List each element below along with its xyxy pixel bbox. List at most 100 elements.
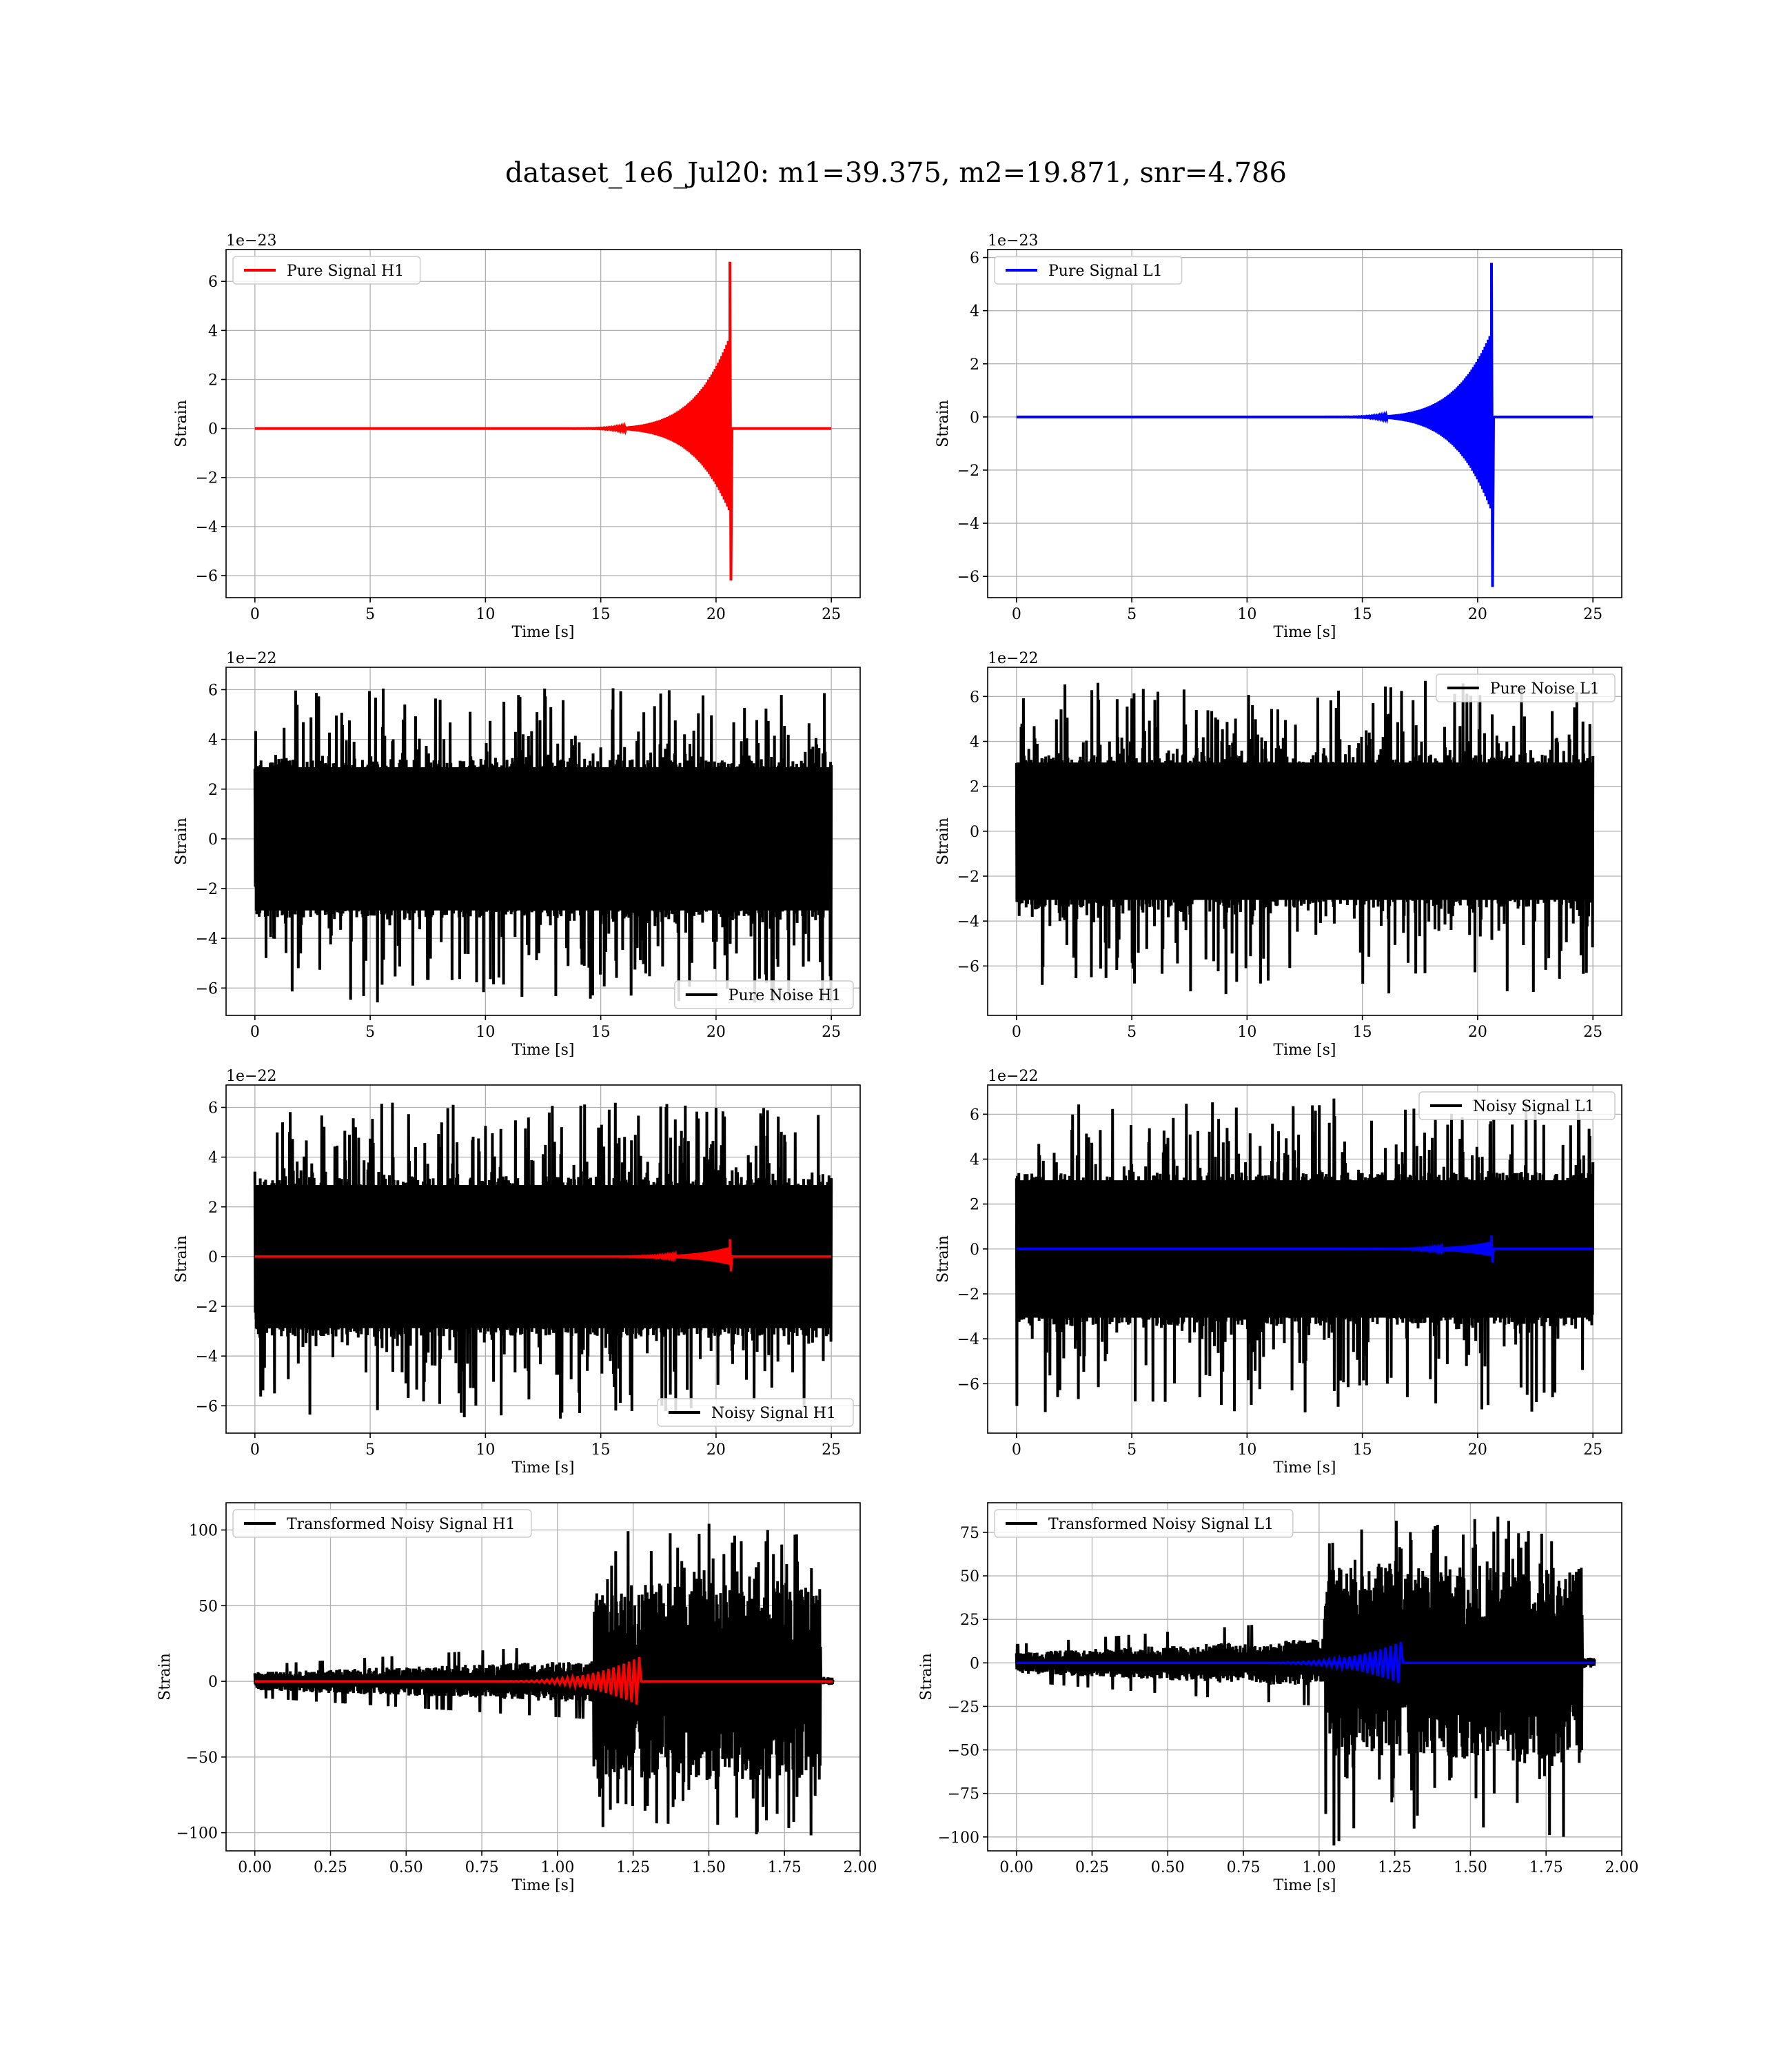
y-tick-label: −4 [196, 931, 218, 948]
subplot-p3: 0 5 10 15 20 25 −6 −4 −2 0 2 4 6 Time [s] Strain 1e−22 P… [173, 650, 861, 1059]
y-tick-label: −6 [196, 1398, 218, 1415]
x-tick-label: 20 [1468, 1441, 1487, 1459]
x-tick-label: 1.75 [1529, 1859, 1563, 1876]
x-tick-label: 0.50 [1151, 1859, 1185, 1876]
y-tick-label: 0 [970, 1655, 979, 1672]
y-tick-label: 2 [208, 782, 218, 799]
series-line [254, 261, 832, 581]
axes-frame [225, 1084, 861, 1434]
legend-label: Transformed Noisy Signal L1 [1048, 1516, 1274, 1533]
x-tick-label: 5 [365, 1441, 375, 1459]
y-axis-label: Strain [173, 1235, 190, 1283]
y-tick-label: 6 [970, 250, 979, 267]
x-tick-label: 0 [1012, 1441, 1021, 1459]
y-tick-label: −6 [957, 569, 979, 586]
y-tick-label: 6 [970, 689, 979, 706]
x-tick-label: 0.25 [314, 1859, 347, 1876]
x-tick-label: 0.75 [1227, 1859, 1261, 1876]
y-tick-label: 75 [960, 1525, 979, 1542]
x-tick-label: 0.75 [465, 1859, 499, 1876]
y-tick-label: 6 [208, 1099, 218, 1117]
x-tick-label: 20 [706, 1441, 726, 1459]
x-tick-label: 5 [1127, 606, 1137, 623]
x-axis-label: Time [s] [1273, 1042, 1336, 1059]
x-tick-label: 20 [706, 606, 726, 623]
y-tick-label: 2 [208, 1199, 218, 1217]
y-tick-label: −4 [957, 516, 979, 533]
y-axis-label: Strain [935, 1235, 952, 1283]
x-tick-label: 1.25 [616, 1859, 650, 1876]
y-offset-label: 1e−23 [226, 232, 276, 250]
legend-label: Pure Signal L1 [1048, 263, 1163, 280]
y-tick-label: −4 [196, 519, 218, 536]
legend-box [232, 256, 421, 285]
axes-frame [225, 1502, 861, 1852]
series-group [1015, 680, 1595, 995]
y-tick-label: 6 [208, 682, 218, 699]
y-tick-label: −2 [957, 869, 979, 886]
x-tick-label: 1.25 [1378, 1859, 1412, 1876]
x-tick-label: 25 [1583, 606, 1602, 623]
y-tick-label: 0 [970, 1241, 979, 1259]
axes-frame [225, 249, 861, 598]
series-group [254, 261, 832, 581]
x-tick-label: 15 [591, 1441, 611, 1459]
y-tick-label: −50 [948, 1743, 979, 1760]
series-line [253, 1523, 835, 1836]
legend: Pure Noise H1 [674, 980, 854, 1009]
legend-label: Pure Noise L1 [1490, 680, 1600, 698]
axes-frame [987, 667, 1622, 1016]
subplot-p5: 0 5 10 15 20 25 −6 −4 −2 0 2 4 6 Time [s] Strain 1e−22 N… [173, 1068, 861, 1477]
y-tick-label: 100 [189, 1523, 218, 1540]
x-tick-label: 25 [822, 606, 841, 623]
y-axis-label: Strain [935, 818, 952, 865]
y-tick-label: 0 [208, 421, 218, 438]
y-tick-label: −75 [948, 1786, 979, 1803]
x-tick-label: 25 [1583, 1441, 1602, 1459]
legend: Transformed Noisy Signal L1 [994, 1509, 1294, 1538]
subplot-p2: 0 5 10 15 20 25 −6 −4 −2 0 2 4 6 Time [s] Strain 1e−23 P… [935, 232, 1622, 641]
y-tick-label: 6 [208, 274, 218, 291]
legend-box [674, 980, 854, 1009]
y-tick-label: −100 [176, 1825, 218, 1843]
subplot-p4: 0 5 10 15 20 25 −6 −4 −2 0 2 4 6 Time [s] Strain 1e−22 P… [935, 650, 1622, 1059]
x-tick-label: 5 [1127, 1024, 1137, 1041]
x-tick-label: 20 [706, 1024, 726, 1041]
series-line [254, 1656, 833, 1705]
y-axis-label: Strain [918, 1653, 935, 1701]
series-line [254, 1239, 832, 1272]
x-tick-label: 1.00 [1302, 1859, 1336, 1876]
series-fill [1016, 762, 1594, 900]
x-tick-label: 15 [591, 606, 611, 623]
legend: Pure Signal L1 [994, 256, 1183, 285]
subplot-p1: 0 5 10 15 20 25 −6 −4 −2 0 2 4 6 Time [s] Strain 1e−23 P… [173, 232, 861, 641]
legend-label: Noisy Signal L1 [1473, 1098, 1594, 1115]
axes-frame [987, 249, 1622, 598]
x-axis-label: Time [s] [511, 624, 574, 641]
axes-frame [987, 1084, 1622, 1434]
x-axis-label: Time [s] [1273, 624, 1336, 641]
legend-box [1436, 673, 1616, 702]
y-tick-label: 2 [970, 356, 979, 374]
x-tick-label: 15 [1353, 606, 1372, 623]
x-axis-label: Time [s] [511, 1877, 574, 1894]
axes-frame [987, 1502, 1622, 1852]
y-tick-label: 4 [208, 323, 218, 340]
series-line [1016, 263, 1594, 587]
legend-box [232, 1509, 532, 1538]
x-tick-label: 10 [476, 1024, 495, 1041]
subplot-p6: 0 5 10 15 20 25 −6 −4 −2 0 2 4 6 Time [s] Strain 1e−22 N… [935, 1068, 1622, 1477]
y-tick-label: 0 [970, 409, 979, 427]
series-line [1015, 1517, 1596, 1846]
y-tick-label: −2 [196, 470, 218, 487]
x-tick-label: 25 [822, 1441, 841, 1459]
x-tick-label: 2.00 [844, 1859, 877, 1876]
series-line [1016, 1641, 1595, 1683]
y-tick-label: 4 [970, 303, 979, 321]
legend-box [657, 1398, 854, 1427]
x-axis-label: Time [s] [511, 1459, 574, 1477]
y-offset-label: 1e−23 [988, 232, 1038, 250]
legend: Pure Noise L1 [1436, 673, 1616, 702]
x-axis-label: Time [s] [1273, 1459, 1336, 1477]
